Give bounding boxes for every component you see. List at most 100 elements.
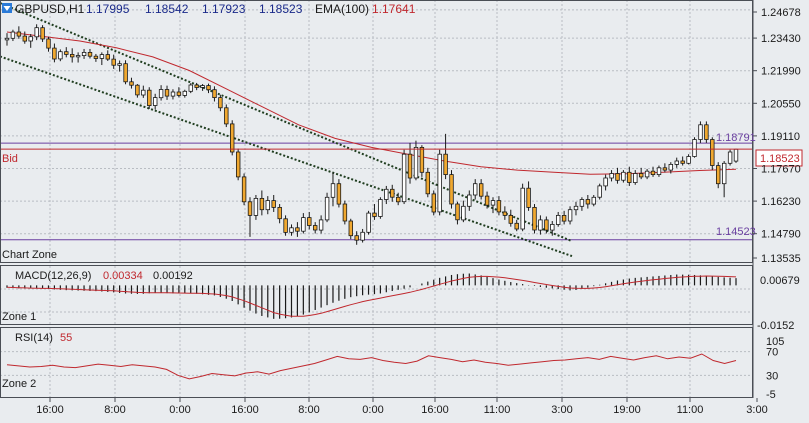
hline-upper-label: 1.18791 xyxy=(716,132,756,144)
candle-body xyxy=(70,54,75,58)
rsi-axis-label: -5 xyxy=(766,389,776,401)
candle-body xyxy=(662,167,668,171)
high-value: 1.18542 xyxy=(145,2,189,16)
rsi-axis-label: 70 xyxy=(766,347,778,359)
candle-body xyxy=(585,199,591,205)
candle-body xyxy=(46,38,51,49)
candle-body xyxy=(621,171,626,181)
candle-body xyxy=(390,188,395,198)
candle-body xyxy=(354,235,359,241)
candle-body xyxy=(342,203,348,222)
candle-body xyxy=(455,203,460,221)
macd-signal-line xyxy=(6,275,737,317)
channel-line xyxy=(0,2,573,243)
candle-body xyxy=(490,200,496,206)
candle-body xyxy=(188,84,193,92)
candle-body xyxy=(93,55,99,59)
candle-body xyxy=(526,187,531,208)
candle-body xyxy=(668,163,673,171)
candle-body xyxy=(425,171,430,195)
candle-body xyxy=(597,185,602,198)
candle-body xyxy=(449,174,454,205)
candle-body xyxy=(212,89,217,98)
candle-body xyxy=(484,195,490,206)
candle-body xyxy=(235,151,241,178)
candle-body xyxy=(716,165,721,185)
macd-axis-top: 0.00679 xyxy=(760,275,800,287)
chart-header: GBPUSD,H1 1.17995 1.18542 1.17923 1.1852… xyxy=(2,2,416,16)
candle-body xyxy=(609,173,614,179)
price-axis-label: 1.16230 xyxy=(761,196,801,208)
candle-body xyxy=(384,188,389,200)
candle-body xyxy=(10,31,16,39)
candle-body xyxy=(4,37,10,41)
candle-body xyxy=(324,196,330,221)
candle-body xyxy=(64,51,69,55)
candle-body xyxy=(656,167,662,176)
candle-body xyxy=(407,153,413,179)
candle-body xyxy=(81,52,87,57)
candle-body xyxy=(22,35,27,42)
candle-body xyxy=(241,176,247,203)
time-axis-label: 16:00 xyxy=(421,404,449,416)
candle-body xyxy=(224,107,229,125)
candle-body xyxy=(579,199,585,207)
candle-body xyxy=(265,200,270,211)
candle-body xyxy=(550,223,555,231)
symbol-label[interactable]: GBPUSD,H1 xyxy=(15,2,85,16)
candle-body xyxy=(366,212,371,233)
candle-body xyxy=(182,90,187,96)
candle-body xyxy=(514,222,519,230)
price-axis-label: 1.19110 xyxy=(761,131,800,143)
candle-body xyxy=(710,139,715,166)
candle-body xyxy=(75,55,81,58)
arrow-down-icon xyxy=(3,6,11,11)
trend-channel[interactable] xyxy=(0,2,573,258)
hline-lower-label: 1.14523 xyxy=(716,226,756,238)
candle-body xyxy=(372,212,377,217)
candle-body xyxy=(644,170,650,178)
candle-body xyxy=(567,209,573,222)
price-axis-label: 1.13535 xyxy=(761,253,801,265)
price-axis-label: 1.14790 xyxy=(761,229,801,241)
ema-label: EMA(100) xyxy=(315,2,369,16)
horizontal-lines[interactable] xyxy=(0,142,753,241)
candle-body xyxy=(472,183,478,196)
candle-body xyxy=(152,97,158,106)
candle-body xyxy=(538,219,543,231)
rsi-line xyxy=(6,353,737,380)
main-panel[interactable] xyxy=(0,0,753,262)
candle-body xyxy=(99,54,105,59)
price-axis-label: 1.23430 xyxy=(761,33,801,45)
candle-body xyxy=(295,227,300,232)
candle-body xyxy=(561,214,567,222)
candle-body xyxy=(28,36,33,42)
candle-body xyxy=(40,27,45,40)
candle-body xyxy=(348,220,353,237)
candle-body xyxy=(259,197,265,211)
open-value: 1.17995 xyxy=(86,2,130,16)
candle-body xyxy=(336,183,342,205)
time-axis-label: 11:00 xyxy=(484,404,511,416)
panel-borders xyxy=(0,0,754,398)
rsi-panel[interactable] xyxy=(0,328,753,398)
candle-body xyxy=(544,219,549,231)
candle-body xyxy=(686,156,691,164)
candle-body xyxy=(627,171,632,183)
candle-body xyxy=(129,81,134,86)
time-axis-label: 16:00 xyxy=(231,404,259,416)
close-value: 1.18523 xyxy=(259,2,303,16)
bid-price-tag: 1.18523 xyxy=(755,149,803,167)
candles xyxy=(4,24,739,245)
candle-body xyxy=(194,84,199,88)
candle-body xyxy=(312,225,318,231)
bid-label: Bid xyxy=(2,153,18,165)
time-axis-label: 0:00 xyxy=(169,404,190,416)
rsi-title: RSI(14) xyxy=(15,332,53,344)
ema-value: 1.17641 xyxy=(372,2,416,16)
time-axis-label: 16:00 xyxy=(36,404,64,416)
candle-body xyxy=(307,217,312,226)
